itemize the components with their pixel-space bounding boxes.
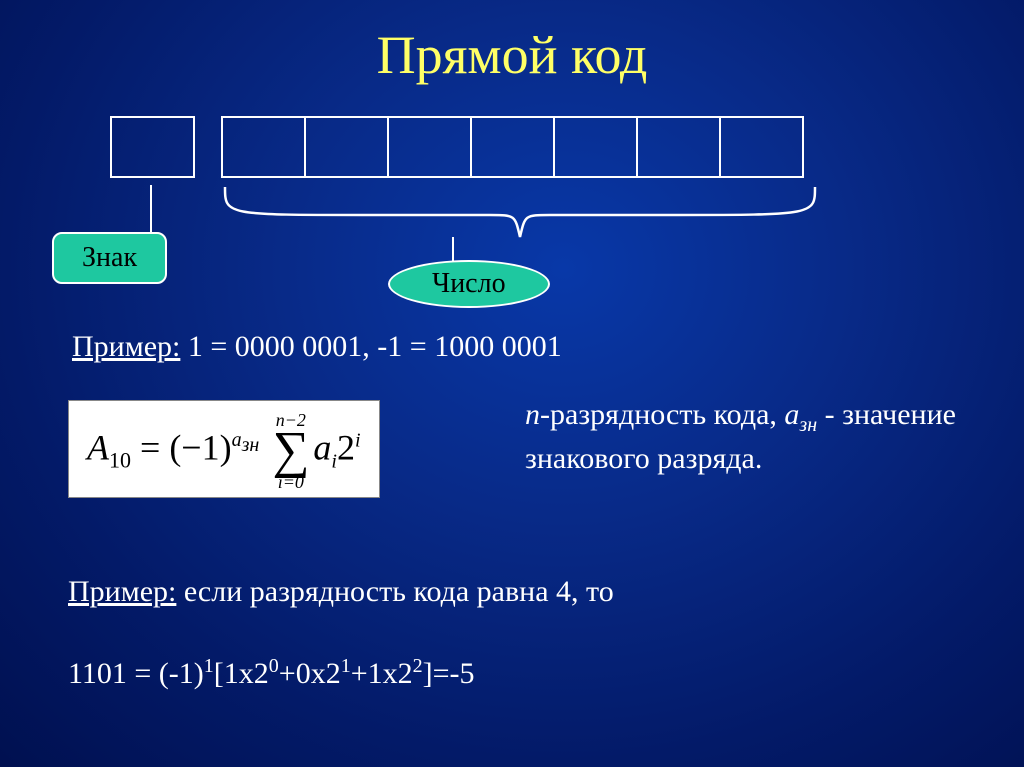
sign-callout: Знак [52, 232, 167, 284]
formula-description: n-разрядность кода, азн - значение знако… [525, 395, 985, 480]
desc-a: азн [784, 398, 817, 431]
formula-box: A10 = (−1)aзн n−2 ∑ i=0 ai2i [68, 400, 380, 498]
calc-b3: +1x2 [351, 657, 413, 690]
formula-term-2: 2 [337, 427, 355, 467]
desc-a-var: а [784, 398, 799, 431]
sigma-bottom: i=0 [278, 473, 304, 491]
calculation-line: 1101 = (-1)1[1x20+0x21+1x22]=-5 [68, 655, 475, 691]
example-1-text: 1 = 0000 0001, -1 = 1000 0001 [180, 330, 561, 363]
formula-term-a: a [313, 427, 331, 467]
formula-eq: = [131, 427, 169, 467]
calc-tail: ]=-5 [423, 657, 475, 690]
calc-s1: 1 [204, 655, 214, 677]
formula-term-2-sup: i [355, 429, 361, 451]
desc-n: n [525, 398, 540, 431]
brace-connector-line [452, 237, 454, 261]
sigma-icon: n−2 ∑ i=0 [272, 411, 309, 491]
formula-base-sup-sub: зн [242, 434, 260, 456]
example-2-label: Пример: [68, 575, 176, 608]
example-1: Пример: 1 = 0000 0001, -1 = 1000 0001 [72, 330, 562, 364]
bit-cells-row [110, 116, 1024, 178]
bit-cell [221, 116, 306, 178]
sign-connector-line [150, 185, 152, 232]
calc-lead: 1101 = (-1) [68, 657, 204, 690]
formula-lhs-sub: 10 [109, 448, 131, 473]
bit-cell [636, 116, 721, 178]
calc-e3: 2 [413, 655, 423, 677]
calc-e1: 0 [269, 655, 279, 677]
slide-title: Прямой код [0, 0, 1024, 86]
example-1-label: Пример: [72, 330, 180, 363]
example-2: Пример: если разрядность кода равна 4, т… [68, 575, 614, 609]
calc-e2: 1 [341, 655, 351, 677]
formula-base-sup-a: a [232, 429, 242, 451]
calc-b1: [1x2 [214, 657, 269, 690]
bit-cell [719, 116, 804, 178]
bit-cell [553, 116, 638, 178]
bit-cell [304, 116, 389, 178]
calc-b2: +0x2 [279, 657, 341, 690]
desc-t1: -разрядность кода, [540, 398, 784, 431]
desc-a-sub: зн [799, 414, 817, 436]
formula-base: (−1) [169, 427, 231, 467]
sigma-symbol: ∑ [272, 429, 309, 473]
number-callout: Число [388, 260, 550, 308]
example-2-text: если разрядность кода равна 4, то [176, 575, 613, 608]
formula-base-sup: aзн [232, 429, 260, 451]
formula-lhs-var: A [87, 427, 109, 467]
number-brace [220, 185, 820, 255]
bit-cell-sign [110, 116, 195, 178]
bit-cell [470, 116, 555, 178]
bit-cell [387, 116, 472, 178]
